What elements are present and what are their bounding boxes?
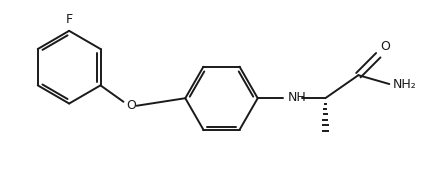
Text: NH₂: NH₂ — [392, 78, 416, 91]
Text: O: O — [381, 40, 390, 53]
Text: F: F — [66, 12, 73, 26]
Text: NH: NH — [288, 91, 307, 104]
Text: O: O — [126, 99, 136, 112]
